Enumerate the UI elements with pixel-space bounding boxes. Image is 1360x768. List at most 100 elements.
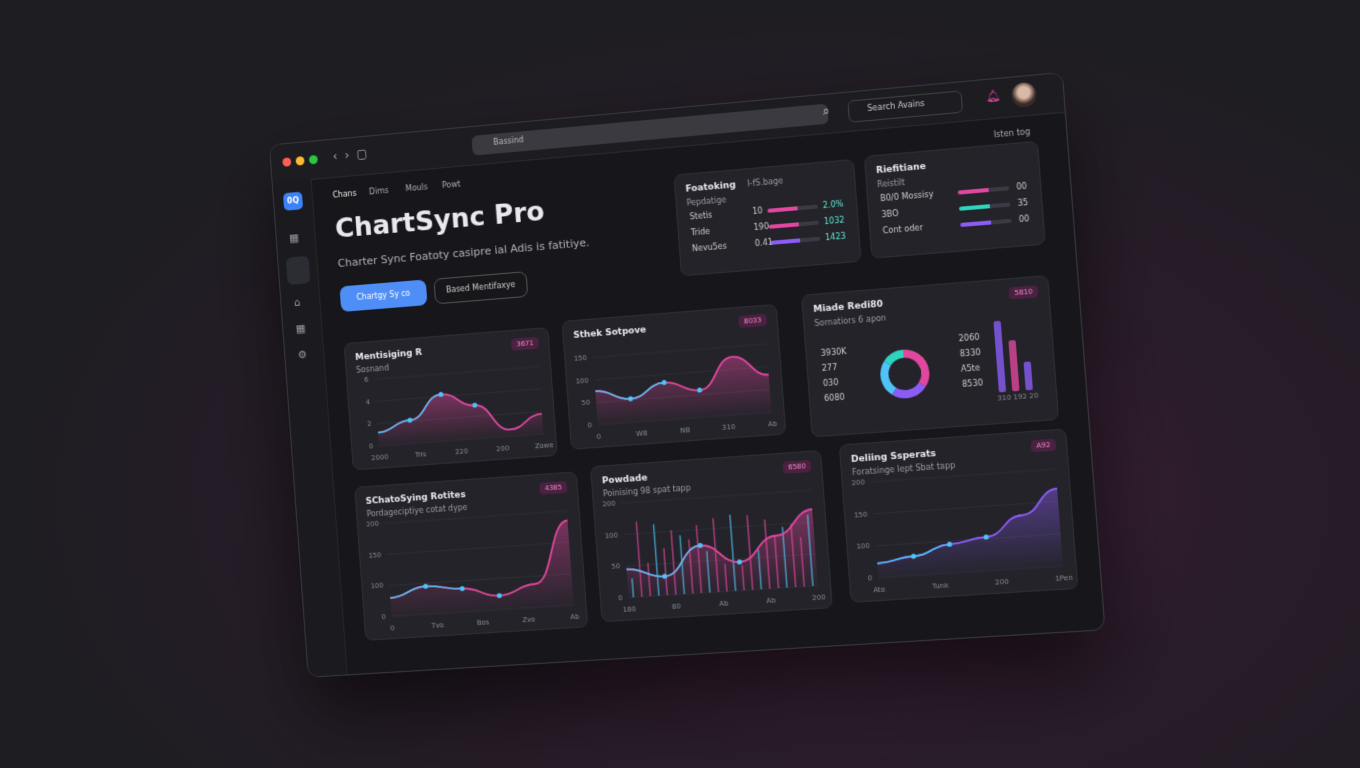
deco-bar bbox=[1008, 340, 1020, 392]
x-tick-label: Ab bbox=[570, 613, 580, 622]
x-tick-label: 80 bbox=[672, 602, 681, 611]
deco-bar bbox=[1023, 361, 1033, 391]
icon[interactable]: ▦ bbox=[295, 321, 307, 336]
y-tick-label: 100 bbox=[575, 376, 589, 385]
donut-segment bbox=[903, 352, 926, 386]
stats-card: Riefitiane Reistilt B0/0 Mossisy 00 3BO 35 Con… bbox=[863, 140, 1046, 259]
x-tick-label: Zvo bbox=[522, 615, 535, 624]
nav-arrows[interactable]: ‹ › ▢ bbox=[332, 146, 368, 164]
chart-card: Mentisiging R Sosnand 3671 6 4 2 0 2000 Tris 220 2… bbox=[343, 327, 558, 471]
x-tick-label: Zowe bbox=[535, 441, 554, 450]
stats-title: Riefitiane bbox=[875, 161, 927, 177]
chart-svg: 6 4 2 0 2000 Tris 220 200 Zowe bbox=[364, 328, 554, 462]
row-value: 10 bbox=[752, 206, 763, 217]
chart-card: Powdade Poinising 98 spat tapp 6580 200 100 5… bbox=[590, 450, 833, 623]
max-dot[interactable] bbox=[308, 154, 318, 165]
point bbox=[736, 559, 743, 565]
y-tick-label: 0 bbox=[618, 594, 623, 602]
point bbox=[662, 574, 668, 580]
x-tick-label: Ato bbox=[873, 585, 885, 594]
secondary-button[interactable]: Based Mentifaxye bbox=[433, 271, 529, 305]
x-tick-label: 0 bbox=[596, 433, 601, 441]
row-value: 00 bbox=[1016, 181, 1028, 192]
logo[interactable]: 0Q bbox=[282, 191, 304, 211]
row-bar bbox=[960, 218, 1012, 228]
donut-segment bbox=[894, 385, 923, 395]
row-value: 0.41 bbox=[754, 237, 774, 249]
row-bar bbox=[957, 186, 1010, 195]
row-value: 35 bbox=[1017, 197, 1029, 208]
stats-subtitle: Pepdatige bbox=[686, 195, 727, 208]
chart-card: Sthek Sotpove 8033 150 100 50 0 0 W8 NB 310 Ab bbox=[561, 303, 787, 450]
deco-bar bbox=[670, 530, 677, 595]
primary-button[interactable]: Chartgy Sy co bbox=[339, 279, 428, 313]
point bbox=[697, 542, 703, 549]
chart-card: Deliing Ssperats Foratsinge lept Sbat tap… bbox=[838, 428, 1079, 603]
area bbox=[622, 509, 818, 598]
area bbox=[593, 354, 772, 425]
row-label: Stetis bbox=[689, 210, 713, 222]
x-tick-label: Tunk bbox=[931, 581, 949, 590]
area bbox=[375, 386, 544, 446]
avatar[interactable] bbox=[1010, 81, 1038, 109]
point bbox=[662, 380, 668, 386]
chart-svg: 150 100 50 00 W8 NB 310 Ab bbox=[574, 305, 777, 441]
donut-card: Miade Redi80 Sornatiors 6 apon 5810 3930K 27… bbox=[801, 275, 1060, 438]
x-tick-label: Tvo bbox=[430, 621, 444, 630]
grid-line bbox=[387, 542, 569, 554]
row-bar bbox=[958, 202, 1011, 211]
row-bar bbox=[768, 220, 820, 229]
sidebar: 0Q ▦ ⌂ ▦ ⚙ bbox=[272, 178, 348, 677]
close-dot[interactable] bbox=[282, 157, 292, 167]
grid-line bbox=[374, 367, 538, 380]
deco-bar bbox=[679, 535, 685, 594]
area bbox=[385, 520, 574, 617]
icon-active[interactable] bbox=[285, 255, 311, 285]
y-tick-label: 0 bbox=[587, 421, 592, 429]
nav-item[interactable]: Dims bbox=[368, 185, 389, 197]
icon[interactable]: ⚙ bbox=[297, 348, 308, 362]
row-bar bbox=[769, 236, 821, 245]
top-right-link[interactable]: Isten tog bbox=[993, 127, 1031, 140]
deco-bar bbox=[687, 538, 693, 594]
nav-item[interactable]: Powt bbox=[441, 179, 461, 191]
address-bar[interactable]: Bassind bbox=[471, 103, 829, 156]
icon[interactable]: ▦ bbox=[288, 231, 300, 245]
row-label: Nevu5es bbox=[691, 241, 728, 254]
search-icon[interactable]: ⌕ bbox=[822, 103, 831, 119]
y-tick-label: 200 bbox=[851, 478, 865, 487]
grid-line bbox=[385, 511, 567, 523]
y-tick-label: 0 bbox=[867, 574, 872, 582]
grid-line bbox=[621, 490, 810, 503]
row-label: Tride bbox=[690, 226, 711, 238]
x-tick-label: Ab bbox=[766, 596, 776, 605]
row-label: 3BO bbox=[881, 208, 899, 220]
row-value: 190 bbox=[753, 221, 770, 233]
point bbox=[696, 387, 703, 393]
row-value: 00 bbox=[1018, 214, 1030, 225]
x-tick-label: Ab bbox=[719, 599, 729, 608]
hero-title: ChartSync Pro bbox=[334, 196, 546, 245]
y-tick-label: 100 bbox=[370, 582, 383, 591]
y-tick-label: 200 bbox=[602, 499, 616, 508]
stats-subtitle: Reistilt bbox=[876, 177, 906, 190]
row-label: B0/0 Mossisy bbox=[879, 189, 934, 204]
point bbox=[627, 396, 634, 402]
bell[interactable]: 🔔︎ bbox=[985, 88, 1001, 104]
min-dot[interactable] bbox=[295, 156, 305, 166]
search-box[interactable]: Search Avains bbox=[847, 90, 964, 123]
y-tick-label: 150 bbox=[574, 354, 588, 363]
nav-item[interactable]: Chans bbox=[332, 188, 357, 200]
x-tick-label: 0 bbox=[390, 624, 395, 632]
y-tick-label: 50 bbox=[611, 562, 620, 571]
x-tick-label: 200 bbox=[995, 578, 1009, 587]
row-value: 1423 bbox=[824, 231, 847, 243]
donut-svg: 310 192 20 bbox=[802, 320, 1039, 436]
nav-item[interactable]: Mouls bbox=[405, 182, 429, 194]
area bbox=[872, 488, 1064, 578]
stats-note: I-fS.bage bbox=[747, 176, 784, 189]
row-label: Cont oder bbox=[882, 223, 924, 236]
icon[interactable]: ⌂ bbox=[293, 295, 301, 309]
y-tick-label: 150 bbox=[368, 551, 381, 560]
